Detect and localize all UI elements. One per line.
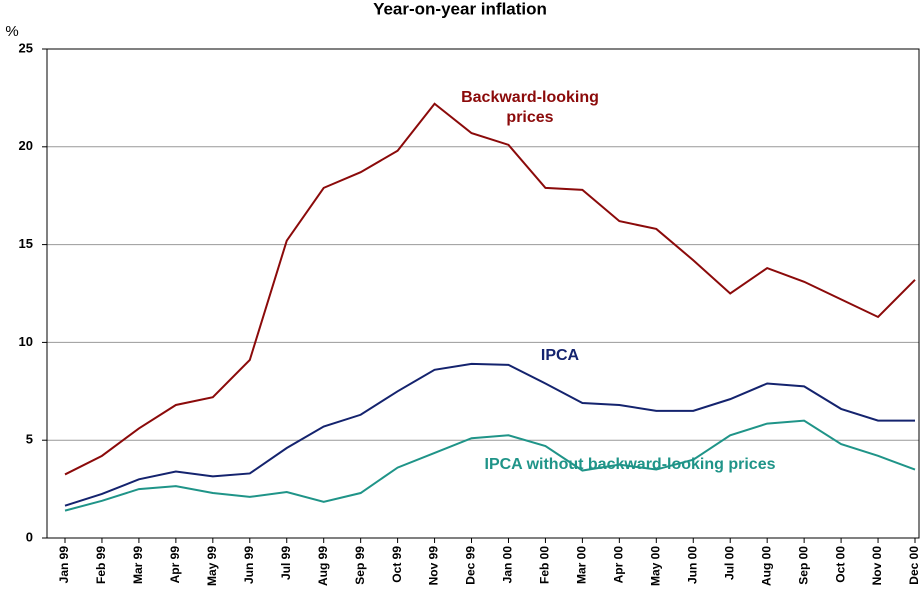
x-tick-label: Jan 00	[501, 546, 515, 584]
x-tick-label: Jul 99	[279, 546, 293, 580]
x-tick-label: Apr 99	[168, 546, 182, 584]
series-line	[64, 419, 916, 512]
y-tick-label: 20	[19, 138, 33, 153]
x-tick-label: Nov 00	[870, 546, 884, 586]
series-label: IPCA without backward-looking prices	[484, 456, 776, 473]
x-tick-label: Oct 99	[390, 546, 404, 583]
x-tick-label: Oct 00	[833, 546, 847, 583]
plot-frame	[46, 48, 920, 539]
series-line	[64, 362, 915, 507]
x-tick-label: Dec 99	[464, 546, 478, 585]
x-tick-label: Feb 00	[538, 546, 552, 584]
x-tick-label: Apr 00	[612, 546, 626, 584]
x-tick-label: May 00	[648, 546, 662, 586]
x-tick-label: Nov 99	[427, 546, 441, 586]
x-tick-label: Aug 99	[316, 546, 330, 586]
x-tick-label: Feb 99	[94, 546, 108, 584]
y-tick-label: 10	[19, 334, 33, 349]
series-line	[64, 102, 916, 476]
x-tick-label: Sep 99	[353, 546, 367, 585]
x-tick-label: Aug 00	[759, 546, 773, 586]
x-tick-label: Jul 00	[722, 546, 736, 580]
x-tick-label: Sep 00	[796, 546, 810, 585]
x-tick-label: Jun 99	[242, 546, 256, 584]
series-label: IPCA	[540, 347, 580, 364]
x-tick-label: May 99	[205, 546, 219, 586]
series-label: Backward-looking prices	[461, 89, 599, 126]
x-tick-label: Jan 99	[57, 546, 71, 584]
y-tick-label: 5	[26, 432, 33, 447]
x-tick-label: Dec 00	[907, 546, 920, 585]
x-tick-label: Mar 00	[575, 546, 589, 584]
y-tick-label: 15	[19, 236, 33, 251]
y-tick-label: 0	[26, 529, 33, 544]
chart-title: Year-on-year inflation	[373, 0, 547, 18]
y-tick-label: 25	[19, 40, 33, 55]
x-tick-label: Jun 00	[685, 546, 699, 584]
x-tick-label: Mar 99	[131, 546, 145, 584]
y-unit: %	[5, 23, 18, 40]
